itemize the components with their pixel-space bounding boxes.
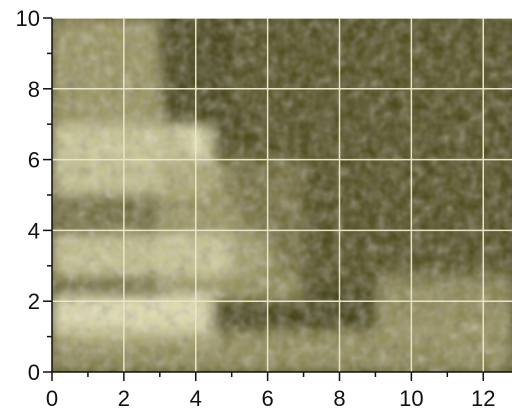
x-tick-label-6: 6: [262, 386, 274, 411]
y-tick-label-10: 10: [16, 6, 40, 31]
y-tick-label-6: 6: [28, 148, 40, 173]
x-tick-label-8: 8: [333, 386, 345, 411]
x-tick-label-2: 2: [118, 386, 130, 411]
x-tick-label-4: 4: [190, 386, 202, 411]
y-tick-label-4: 4: [28, 218, 40, 243]
x-tick-label-12: 12: [471, 386, 495, 411]
x-tick-label-0: 0: [46, 386, 58, 411]
x-tick-label-10: 10: [399, 386, 423, 411]
y-tick-label-8: 8: [28, 77, 40, 102]
y-tick-label-0: 0: [28, 360, 40, 385]
y-tick-label-2: 2: [28, 289, 40, 314]
heatmap-texture: [52, 18, 512, 372]
